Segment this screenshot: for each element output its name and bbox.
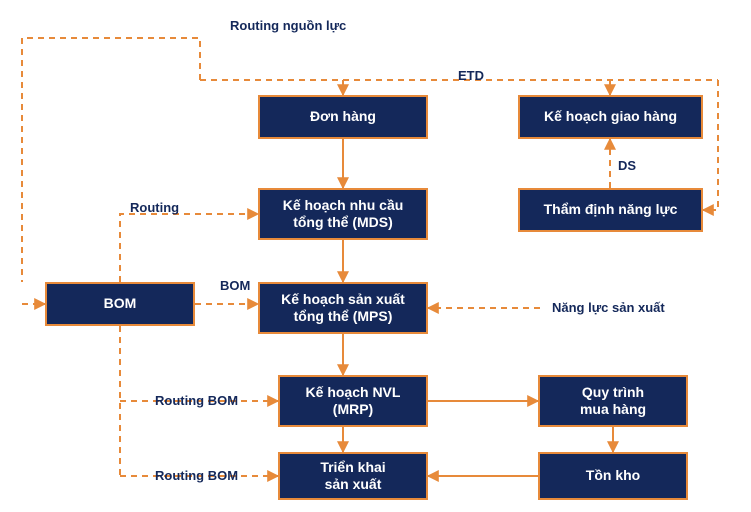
edges-layer bbox=[0, 0, 751, 512]
node-thamdinh: Thẩm định năng lực bbox=[518, 188, 703, 232]
node-mps: Kế hoạch sản xuấttổng thể (MPS) bbox=[258, 282, 428, 334]
edge-top-left bbox=[22, 38, 200, 282]
flowchart-canvas: BOM Đơn hàng Kế hoạch nhu cầutổng thể (MDS… bbox=[0, 0, 751, 512]
node-donhang: Đơn hàng bbox=[258, 95, 428, 139]
label-routing_nguonluc: Routing nguồn lực bbox=[230, 18, 346, 33]
label-bom_lbl: BOM bbox=[220, 278, 250, 293]
node-mrp: Kế hoạch NVL(MRP) bbox=[278, 375, 428, 427]
label-etd: ETD bbox=[458, 68, 484, 83]
node-tonkho: Tồn kho bbox=[538, 452, 688, 500]
node-quytrinh: Quy trìnhmua hàng bbox=[538, 375, 688, 427]
node-mds: Kế hoạch nhu cầutổng thể (MDS) bbox=[258, 188, 428, 240]
label-ds: DS bbox=[618, 158, 636, 173]
label-routing1: Routing bbox=[130, 200, 179, 215]
node-giao: Kế hoạch giao hàng bbox=[518, 95, 703, 139]
node-bom: BOM bbox=[45, 282, 195, 326]
label-nangluc: Năng lực sản xuất bbox=[552, 300, 665, 315]
node-trienkhai: Triển khaisản xuất bbox=[278, 452, 428, 500]
edge-bom-routing bbox=[120, 214, 258, 282]
label-routingbom1: Routing BOM bbox=[155, 393, 238, 408]
edge-nl-thamdinh bbox=[703, 80, 718, 210]
label-routingbom2: Routing BOM bbox=[155, 468, 238, 483]
